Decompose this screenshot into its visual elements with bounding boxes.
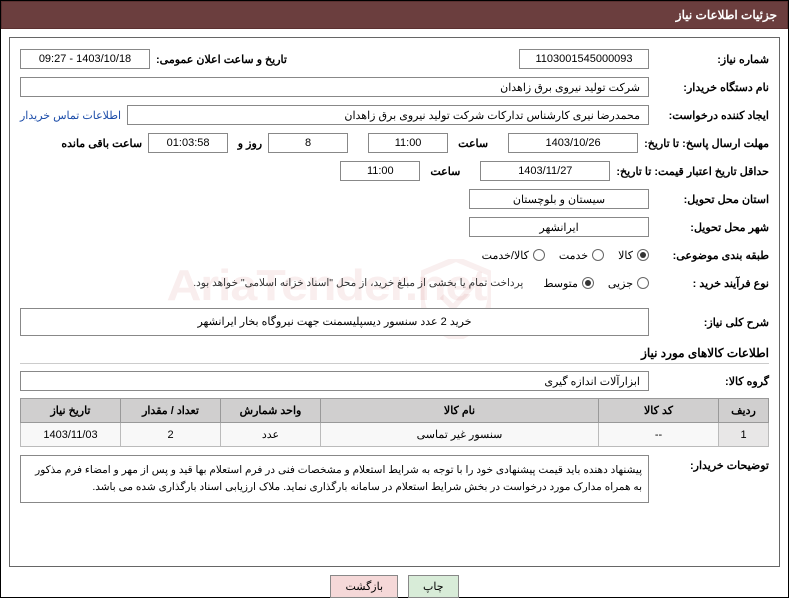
buyer-contact-link[interactable]: اطلاعات تماس خریدار	[20, 109, 121, 122]
province-label: استان محل تحویل:	[649, 193, 769, 206]
general-desc-label: شرح کلی نیاز:	[649, 316, 769, 329]
cell-qty: 2	[121, 423, 221, 447]
radio-both[interactable]: کالا/خدمت	[482, 249, 545, 262]
radio-service[interactable]: خدمت	[559, 249, 604, 262]
time-label-1: ساعت	[448, 137, 488, 150]
row-province: استان محل تحویل: سیستان و بلوچستان	[20, 188, 769, 210]
row-goods-group: گروه کالا: ابزارآلات اندازه گیری	[20, 370, 769, 392]
row-buyer-notes: توضیحات خریدار: پیشنهاد دهنده باید قیمت …	[20, 455, 769, 503]
header-title: جزئیات اطلاعات نیاز	[676, 8, 777, 22]
need-no-label: شماره نیاز:	[649, 53, 769, 66]
goods-table: ردیف کد کالا نام کالا واحد شمارش تعداد /…	[20, 398, 769, 447]
process-label: نوع فرآیند خرید :	[649, 277, 769, 290]
requester-label: ایجاد کننده درخواست:	[649, 109, 769, 122]
table-header-row: ردیف کد کالا نام کالا واحد شمارش تعداد /…	[21, 399, 769, 423]
radio-goods-input[interactable]	[637, 249, 649, 261]
general-desc-value: خرید 2 عدد سنسور دیسپلیسمنت جهت نیروگاه …	[20, 308, 649, 336]
days-unit: روز و	[228, 137, 268, 150]
deadline-label: مهلت ارسال پاسخ: تا تاریخ:	[638, 137, 769, 150]
buyer-org-value: شرکت تولید نیروی برق زاهدان	[20, 77, 649, 97]
need-no-value: 1103001545000093	[519, 49, 649, 69]
row-category: طبقه بندی موضوعی: کالا خدمت کالا/خدمت	[20, 244, 769, 266]
buyer-org-label: نام دستگاه خریدار:	[649, 81, 769, 94]
row-need-number: شماره نیاز: 1103001545000093 تاریخ و ساع…	[20, 48, 769, 70]
deadline-date: 1403/10/26	[508, 133, 638, 153]
row-validity: حداقل تاریخ اعتبار قیمت: تا تاریخ: 1403/…	[20, 160, 769, 182]
city-label: شهر محل تحویل:	[649, 221, 769, 234]
category-radio-group: کالا خدمت کالا/خدمت	[482, 249, 649, 262]
button-bar: چاپ بازگشت	[1, 575, 788, 598]
announce-label: تاریخ و ساعت اعلان عمومی:	[150, 53, 287, 66]
cell-row: 1	[719, 423, 769, 447]
row-requester: ایجاد کننده درخواست: محمدرضا نیری کارشنا…	[20, 104, 769, 126]
validity-label: حداقل تاریخ اعتبار قیمت: تا تاریخ:	[610, 165, 769, 178]
th-qty: تعداد / مقدار	[121, 399, 221, 423]
th-name: نام کالا	[321, 399, 599, 423]
cell-date: 1403/11/03	[21, 423, 121, 447]
radio-partial-input[interactable]	[637, 277, 649, 289]
radio-medium[interactable]: متوسط	[543, 277, 594, 290]
row-city: شهر محل تحویل: ایرانشهر	[20, 216, 769, 238]
radio-goods[interactable]: کالا	[618, 249, 649, 262]
main-container: جزئیات اطلاعات نیاز AriaTender.net شماره…	[0, 0, 789, 598]
goods-group-value: ابزارآلات اندازه گیری	[20, 371, 649, 391]
th-row: ردیف	[719, 399, 769, 423]
payment-note: پرداخت تمام یا بخشی از مبلغ خرید، از محل…	[193, 277, 523, 289]
countdown-timer: 01:03:58	[148, 133, 228, 153]
validity-date: 1403/11/27	[480, 161, 610, 181]
th-code: کد کالا	[599, 399, 719, 423]
radio-both-input[interactable]	[533, 249, 545, 261]
remaining-label: ساعت باقی مانده	[55, 137, 148, 150]
th-date: تاریخ نیاز	[21, 399, 121, 423]
deadline-time: 11:00	[368, 133, 448, 153]
page-header: جزئیات اطلاعات نیاز	[1, 1, 788, 29]
row-deadline: مهلت ارسال پاسخ: تا تاریخ: 1403/10/26 سا…	[20, 132, 769, 154]
time-label-2: ساعت	[420, 165, 460, 178]
province-value: سیستان و بلوچستان	[469, 189, 649, 209]
row-general-desc: شرح کلی نیاز: خرید 2 عدد سنسور دیسپلیسمن…	[20, 308, 769, 336]
back-button[interactable]: بازگشت	[330, 575, 398, 598]
goods-info-title: اطلاعات کالاهای مورد نیاز	[20, 346, 769, 364]
buyer-notes-label: توضیحات خریدار:	[649, 455, 769, 472]
announce-value: 1403/10/18 - 09:27	[20, 49, 150, 69]
city-value: ایرانشهر	[469, 217, 649, 237]
cell-name: سنسور غیر تماسی	[321, 423, 599, 447]
validity-time: 11:00	[340, 161, 420, 181]
content-area: شماره نیاز: 1103001545000093 تاریخ و ساع…	[9, 37, 780, 567]
radio-service-input[interactable]	[592, 249, 604, 261]
cell-code: --	[599, 423, 719, 447]
print-button[interactable]: چاپ	[408, 575, 459, 598]
row-process: نوع فرآیند خرید : جزیی متوسط پرداخت تمام…	[20, 272, 769, 294]
process-radio-group: جزیی متوسط	[543, 277, 649, 290]
row-buyer-org: نام دستگاه خریدار: شرکت تولید نیروی برق …	[20, 76, 769, 98]
requester-value: محمدرضا نیری کارشناس تدارکات شرکت تولید …	[127, 105, 649, 125]
th-unit: واحد شمارش	[221, 399, 321, 423]
category-label: طبقه بندی موضوعی:	[649, 249, 769, 262]
days-remaining: 8	[268, 133, 348, 153]
radio-partial[interactable]: جزیی	[608, 277, 649, 290]
cell-unit: عدد	[221, 423, 321, 447]
radio-medium-input[interactable]	[582, 277, 594, 289]
table-row: 1 -- سنسور غیر تماسی عدد 2 1403/11/03	[21, 423, 769, 447]
goods-group-label: گروه کالا:	[649, 375, 769, 388]
buyer-notes-value: پیشنهاد دهنده باید قیمت پیشنهادی خود را …	[20, 455, 649, 503]
